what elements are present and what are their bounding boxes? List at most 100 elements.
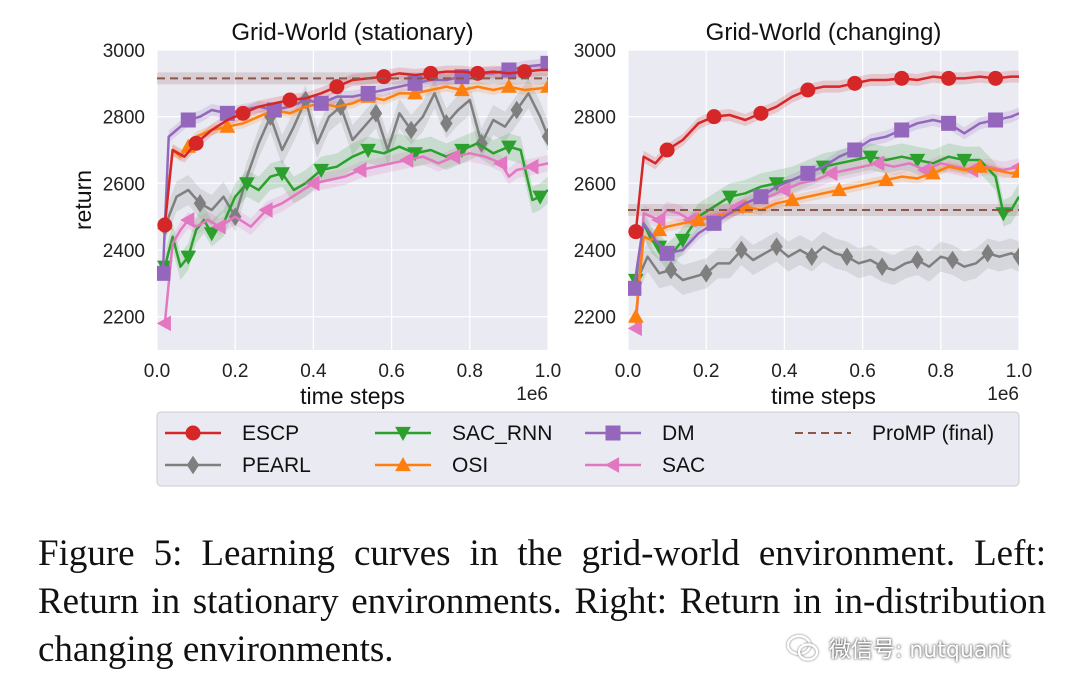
data-point-escp: [847, 75, 863, 91]
legend-entry-osi: OSI: [375, 454, 488, 477]
data-point-sac-rnn: [956, 153, 973, 169]
data-point-escp: [235, 105, 251, 121]
data-point-sac-rnn: [274, 167, 290, 182]
data-point-escp: [894, 70, 910, 86]
data-point-sac: [399, 152, 414, 168]
plot-series: [628, 70, 1019, 337]
data-point-pearl: [475, 134, 488, 153]
data-point-dm: [706, 215, 722, 231]
data-point-dm: [941, 115, 957, 131]
data-point-escp: [282, 92, 298, 108]
data-point-escp: [706, 109, 722, 125]
legend-label: OSI: [452, 454, 488, 477]
chart-title: Grid-World (changing): [706, 19, 942, 46]
series-line-escp: [634, 75, 1019, 232]
legend-entry-sac: SAC: [585, 454, 705, 477]
legend-entry-promp-final: ProMP (final): [795, 422, 994, 445]
data-point-escp: [659, 142, 675, 158]
data-point-escp: [329, 79, 345, 95]
data-point-sac-rnn: [239, 177, 255, 192]
data-point-sac: [628, 320, 642, 337]
data-point-dm: [894, 122, 910, 138]
data-point-osi: [219, 118, 236, 133]
data-point-dm: [800, 165, 816, 181]
legend-label: ESCP: [242, 422, 299, 445]
data-point-pearl: [541, 127, 548, 146]
data-point-sac-rnn: [862, 150, 879, 165]
y-tick-label: 2400: [103, 241, 145, 262]
series-line-pearl: [634, 245, 1019, 284]
y-tick-label: 2200: [103, 308, 145, 329]
x-tick-label: 0.6: [849, 361, 875, 382]
data-point-osi: [878, 171, 894, 187]
figure-caption: Figure 5: Learning curves in the grid-wo…: [38, 533, 1046, 670]
data-point-osi: [784, 191, 801, 207]
x-tick-label: 0.6: [378, 361, 404, 382]
data-point-sac: [157, 315, 171, 332]
x-scale-label: 1e6: [987, 384, 1019, 405]
x-tick-label: 0.8: [457, 361, 483, 382]
data-point-escp: [470, 65, 486, 81]
legend-entry-pearl: PEARL: [165, 454, 311, 477]
x-tick-label: 0.0: [615, 361, 641, 382]
data-point-dm: [313, 95, 329, 111]
band-escp: [635, 70, 1019, 238]
series-line-dm: [632, 112, 1019, 289]
series-line-sac: [634, 162, 1019, 329]
data-point-sac: [180, 212, 195, 228]
data-point-dm: [847, 142, 863, 158]
data-point-osi: [972, 158, 988, 173]
y-tick-label: 2600: [103, 174, 145, 195]
data-point-dm: [407, 75, 423, 91]
legend-label: DM: [662, 422, 695, 445]
data-point-sac: [776, 182, 791, 198]
data-point-sac-rnn: [203, 227, 220, 242]
data-point-escp: [988, 70, 1004, 86]
data-point-escp: [188, 135, 204, 151]
series-line-escp: [163, 68, 548, 226]
data-point-sac: [493, 155, 508, 172]
legend-entry-sac-rnn: SAC_RNN: [375, 422, 552, 445]
data-point-pearl: [664, 260, 678, 280]
data-point-sac: [258, 202, 273, 218]
data-point-osi: [628, 308, 644, 323]
band-pearl: [635, 231, 1019, 299]
data-point-dm: [180, 112, 196, 128]
data-point-sac: [870, 155, 885, 172]
y-axis-label: return: [70, 170, 96, 230]
data-point-osi: [407, 85, 423, 100]
x-tick-label: 0.4: [300, 361, 327, 382]
y-tick-label: 3000: [574, 41, 616, 62]
data-point-escp: [941, 70, 957, 86]
data-point-escp: [628, 224, 644, 240]
data-point-escp: [423, 65, 439, 81]
x-axis-label: time steps: [300, 383, 405, 409]
wechat-icon: [786, 634, 819, 661]
x-tick-label: 1.0: [1006, 361, 1032, 382]
x-tick-label: 0.0: [144, 361, 170, 382]
data-point-dm: [753, 189, 769, 205]
data-point-pearl: [1012, 247, 1019, 266]
plot-series: [157, 55, 548, 332]
data-point-osi: [1011, 163, 1019, 178]
data-point-dm: [501, 62, 517, 78]
x-tick-label: 0.2: [693, 361, 719, 382]
legend-entry-dm: DM: [585, 422, 695, 445]
chart-title: Grid-World (stationary): [231, 19, 473, 46]
series-line-osi: [163, 85, 548, 224]
data-point-dm: [628, 280, 642, 296]
data-point-sac-rnn: [501, 140, 517, 155]
data-point-dm: [157, 265, 171, 281]
data-point-pearl: [404, 120, 418, 140]
y-tick-label: 2800: [103, 108, 145, 129]
data-point-pearl: [735, 240, 748, 260]
x-tick-label: 0.8: [928, 361, 954, 382]
data-point-pearl: [875, 257, 889, 276]
data-point-sac-rnn: [360, 143, 376, 159]
band-dm: [633, 107, 1019, 295]
plot-area: [628, 50, 1019, 350]
data-point-pearl: [981, 244, 994, 263]
data-point-dm: [988, 112, 1004, 128]
data-point-pearl: [946, 250, 959, 270]
data-point-sac: [823, 165, 838, 182]
